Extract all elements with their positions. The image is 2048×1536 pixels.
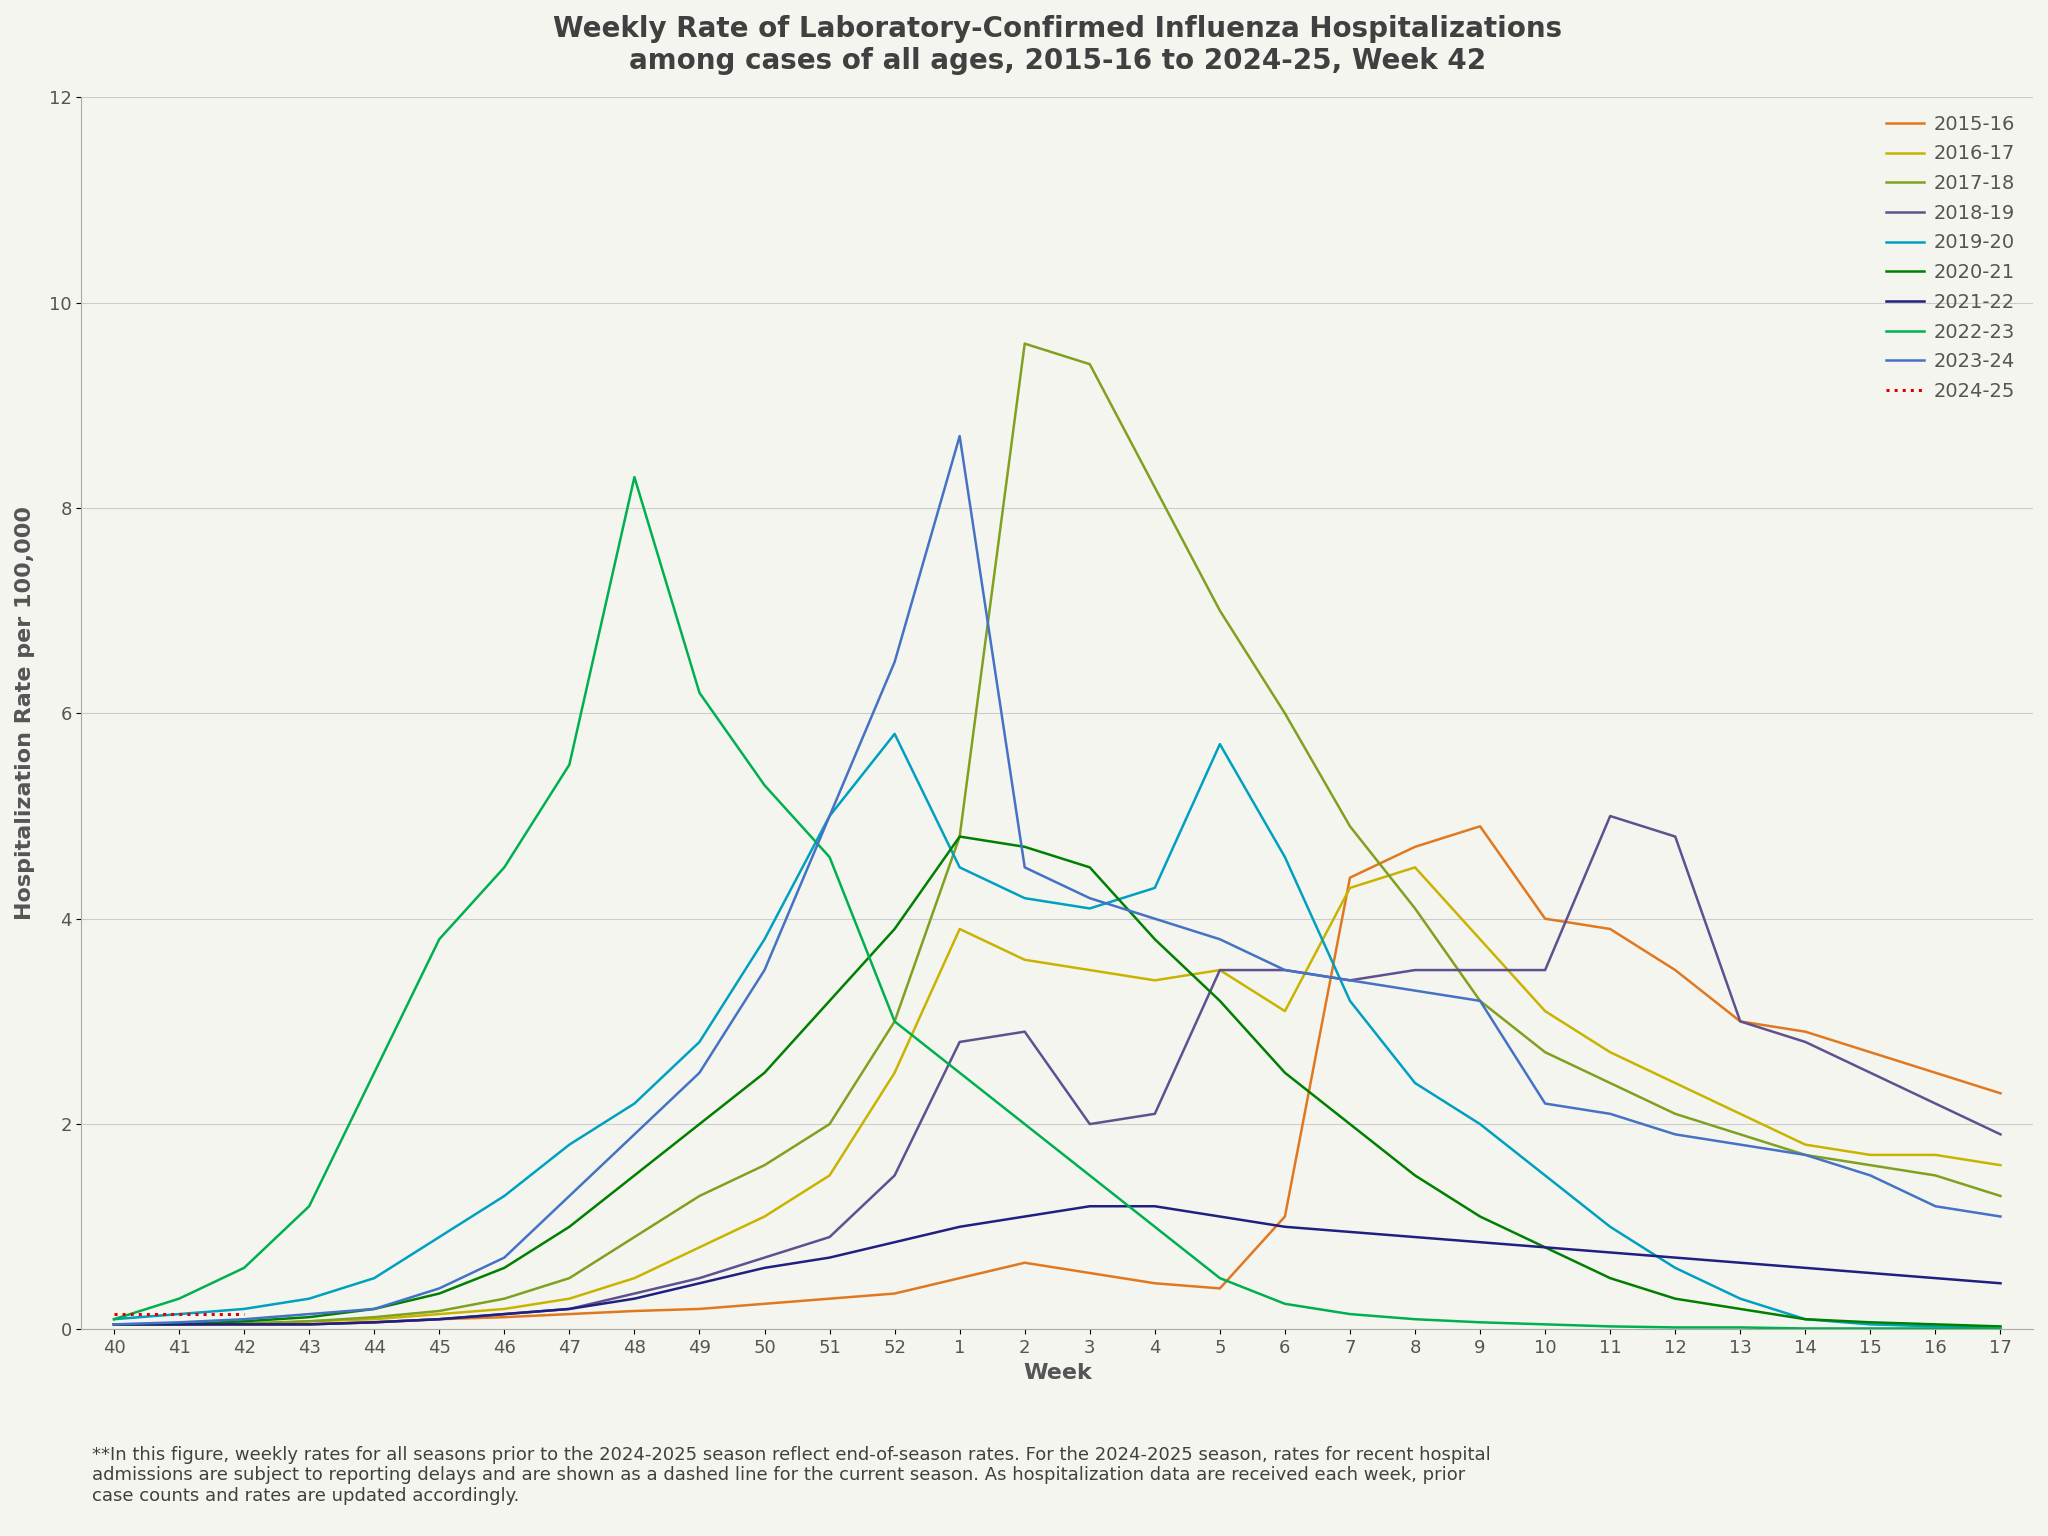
Text: **In this figure, weekly rates for all seasons prior to the 2024-2025 season ref: **In this figure, weekly rates for all s… xyxy=(92,1445,1491,1505)
Title: Weekly Rate of Laboratory-Confirmed Influenza Hospitalizations
among cases of al: Weekly Rate of Laboratory-Confirmed Infl… xyxy=(553,15,1563,75)
Legend: 2015-16, 2016-17, 2017-18, 2018-19, 2019-20, 2020-21, 2021-22, 2022-23, 2023-24,: 2015-16, 2016-17, 2017-18, 2018-19, 2019… xyxy=(1878,108,2023,409)
Y-axis label: Hospitalization Rate per 100,000: Hospitalization Rate per 100,000 xyxy=(14,507,35,920)
X-axis label: Week: Week xyxy=(1022,1362,1092,1382)
